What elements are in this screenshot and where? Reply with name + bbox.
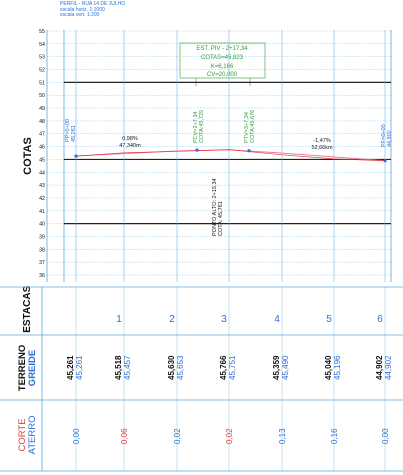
slope-right-percent: -1,47%: [313, 138, 331, 144]
pcv-cota: COTA:45,725: [199, 110, 205, 143]
station-number: 2: [169, 314, 175, 325]
terreno-value: 45,261: [66, 355, 75, 380]
greide-value: 44,902: [384, 355, 393, 380]
curve-box-k: K=6,166: [211, 64, 234, 70]
terreno-value: 45,630: [167, 355, 176, 380]
pf-label: PF=6+00 44,902: [381, 124, 393, 147]
ponto-alto-station: PONTO ALTO: 2+15,34: [212, 178, 218, 236]
pcv-station: PCV=2+7,34: [193, 112, 199, 144]
pcv-label: PCV=2+7,34 COTA:45,725: [193, 110, 205, 143]
y-tick-label: 54: [39, 42, 45, 48]
terreno-value: 44,902: [375, 355, 384, 380]
pf-cota: 44,902: [387, 130, 393, 147]
ponto-alto-label: PONTO ALTO: 2+15,34 COTA: 45,761: [212, 178, 224, 236]
curve-box-station: EST. PIV - 2+17,34: [196, 46, 248, 52]
curve-box-cota: COTAS=45,823: [201, 55, 244, 61]
terrain-line: [75, 149, 386, 162]
terreno-greide-cell: 45,040 45,196: [324, 355, 342, 380]
greide-value: 45,490: [281, 355, 290, 380]
y-tick-label: 55: [39, 29, 45, 35]
pf-station: PF=6+00: [381, 124, 387, 147]
curve-box-cv: CV=20,000: [207, 72, 238, 78]
terreno-greide-cell: 45,261 45,261: [66, 355, 84, 380]
y-tick-label: 38: [39, 247, 45, 253]
drawing-title: PERFIL - RUA 14 DE JULHO: [60, 1, 126, 7]
ptv-label: PTV=3+7,34 COTA:45,676: [244, 110, 256, 143]
greide-value: 45,751: [228, 355, 237, 380]
y-tick-label: 39: [39, 234, 45, 240]
greide-value: 45,457: [123, 355, 132, 380]
slope-right-length: 52,66km: [311, 145, 333, 151]
ptv-station: PTV=3+7,34: [244, 112, 250, 143]
curve-box-frame: [179, 42, 266, 79]
y-tick-label: 36: [39, 273, 45, 279]
y-tick-label: 46: [39, 145, 45, 151]
corte-aterro-value: 0,00: [72, 428, 81, 444]
pp-label: PP=0+00 45,261: [65, 119, 77, 142]
y-tick-label: 42: [39, 196, 45, 202]
horizontal-scale: escala horiz. 1:1000: [60, 6, 105, 13]
slope-left-percent: 0,98%: [122, 136, 138, 142]
corte-aterro-value: 0,02: [225, 428, 234, 444]
terreno-greide-cell: 44,902 44,902: [375, 355, 393, 380]
y-tick-label: 44: [39, 170, 45, 176]
y-tick-label: 48: [39, 119, 45, 125]
terreno-greide-cell: 45,518 45,457: [114, 355, 132, 380]
y-tick-label: 49: [39, 106, 45, 112]
corte-aterro-value: 0,00: [381, 428, 390, 444]
y-tick-label: 45: [39, 157, 45, 163]
greide-value: 45,196: [333, 355, 342, 380]
y-tick-label: 41: [39, 209, 45, 215]
pp-station: PP=0+00: [65, 119, 71, 142]
y-tick-label: 52: [39, 68, 45, 74]
terreno-value: 45,766: [219, 355, 228, 380]
y-tick-label: 51: [39, 80, 45, 86]
terreno-greide-cell: 45,766 45,751: [219, 355, 237, 380]
terreno-greide-cell: 45,630 45,653: [167, 355, 185, 380]
slope-left-length: 47,340m: [119, 143, 141, 149]
alignment-point-0: [74, 154, 78, 158]
y-tick-label: 53: [39, 55, 45, 61]
ptv-cota: COTA:45,676: [250, 110, 256, 143]
greide-value: 45,653: [176, 355, 185, 380]
y-tick-label: 37: [39, 260, 45, 266]
ponto-alto-cota: COTA: 45,761: [218, 201, 224, 236]
corte-aterro-value: 0,02: [173, 428, 182, 444]
greide-value: 45,261: [75, 355, 84, 380]
alignment-point-2: [247, 149, 251, 153]
alignment-point-1: [195, 148, 199, 152]
vertical-scale: escala vert. 1:200: [60, 12, 100, 19]
y-tick-label: 47: [39, 132, 45, 138]
station-number: 1: [116, 314, 122, 325]
station-number: 4: [274, 314, 280, 325]
station-number: 3: [221, 314, 227, 325]
y-tick-label: 43: [39, 183, 45, 189]
terreno-value: 45,040: [324, 355, 333, 380]
terreno-greide-cell: 45,359 45,490: [272, 355, 290, 380]
y-tick-label: 40: [39, 222, 45, 228]
station-number: 6: [377, 314, 383, 325]
terreno-value: 45,359: [272, 355, 281, 380]
drawing-header: PERFIL - RUA 14 DE JULHO escala horiz. 1…: [60, 1, 180, 19]
y-tick-label: 50: [39, 93, 45, 99]
corte-aterro-value: 0,13: [278, 428, 287, 444]
station-number: 5: [326, 314, 332, 325]
alignment-point-3: [383, 159, 387, 163]
corte-aterro-value: 0,16: [330, 428, 339, 444]
terreno-value: 45,518: [114, 355, 123, 380]
corte-aterro-value: 0,06: [120, 428, 129, 444]
